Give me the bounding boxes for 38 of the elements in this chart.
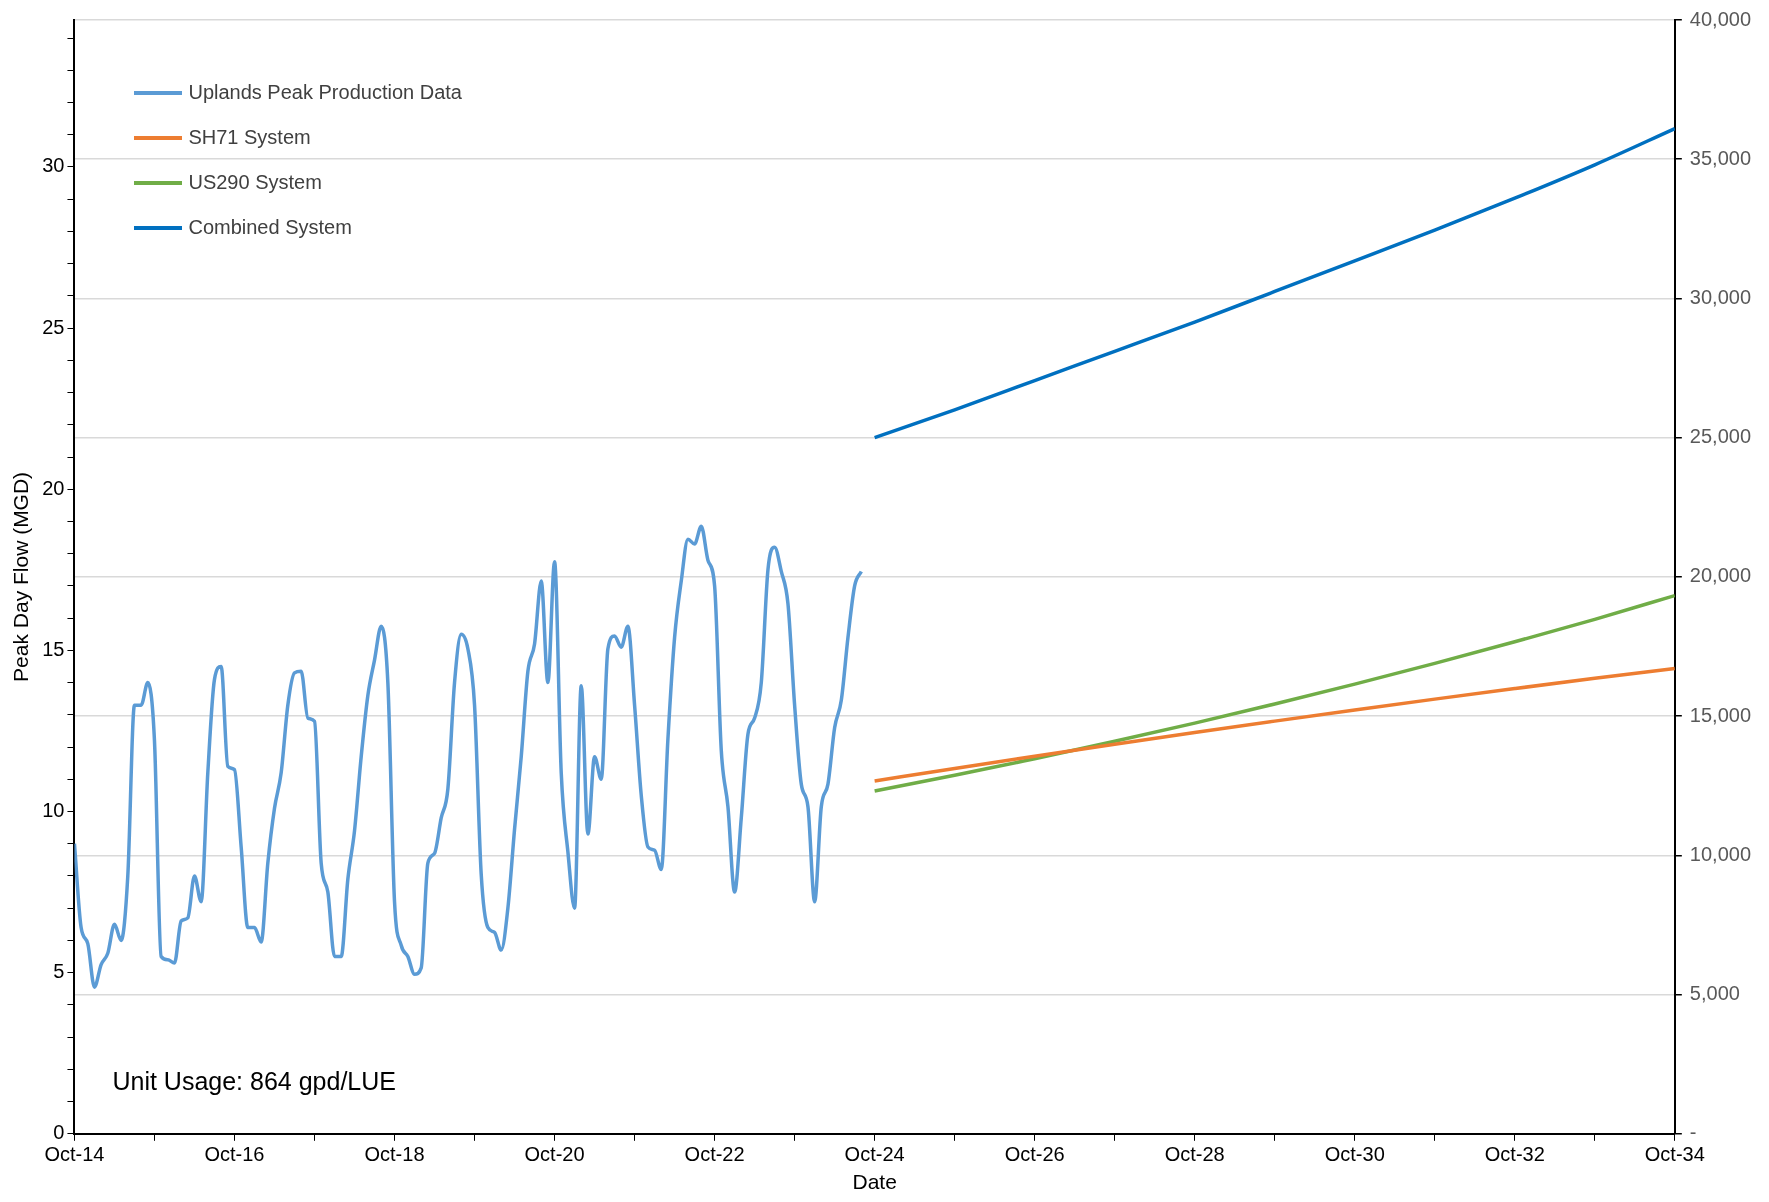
- x-tick-label: Oct-30: [1324, 1143, 1385, 1166]
- legend-label: Uplands Peak Production Data: [188, 81, 462, 104]
- x-axis-title: Date: [852, 1170, 897, 1194]
- x-tick-label: Oct-32: [1484, 1143, 1545, 1166]
- x-tick-label: Oct-18: [364, 1143, 425, 1166]
- y-tick-label: 20: [42, 476, 65, 499]
- x-tick-label: Oct-22: [684, 1143, 745, 1166]
- y2-tick-label: 10,000: [1689, 842, 1751, 865]
- y2-tick-label: 25,000: [1689, 425, 1751, 448]
- y-tick-label: 25: [42, 315, 65, 338]
- x-tick-label: Oct-24: [844, 1143, 905, 1166]
- y2-tick-label: 40,000: [1689, 7, 1751, 30]
- legend-label: Combined System: [188, 216, 352, 239]
- x-tick-label: Oct-26: [1004, 1143, 1065, 1166]
- x-tick-label: Oct-16: [204, 1143, 265, 1166]
- legend-label: SH71 System: [188, 126, 311, 149]
- x-tick-label: Oct-20: [524, 1143, 585, 1166]
- line-series: [872, 593, 1675, 793]
- x-tick-label: Oct-28: [1164, 1143, 1225, 1166]
- y-tick-label: 5: [53, 960, 65, 983]
- y2-tick-label: 15,000: [1689, 703, 1751, 726]
- x-tick-label: Oct-14: [44, 1143, 105, 1166]
- y-tick-label: 0: [53, 1121, 65, 1144]
- y-tick-label: 30: [42, 154, 65, 177]
- annotation: Unit Usage: 864 gpd/LUE: [112, 1067, 396, 1096]
- y2-tick-label: 20,000: [1689, 564, 1751, 587]
- y-tick-label: 15: [42, 637, 65, 660]
- y2-tick-label: 30,000: [1689, 285, 1751, 308]
- y-tick-label: 10: [42, 799, 65, 822]
- legend-label: US290 System: [188, 171, 322, 194]
- y2-tick-label: 35,000: [1689, 146, 1751, 169]
- line-series: [872, 666, 1675, 783]
- line-series: [74, 524, 864, 989]
- line-series: [872, 126, 1675, 440]
- y2-tick-label: -: [1689, 1121, 1697, 1144]
- y2-tick-label: 5,000: [1689, 982, 1740, 1005]
- y-axis-title: Peak Day Flow (MGD): [9, 471, 33, 682]
- x-tick-label: Oct-34: [1644, 1143, 1705, 1166]
